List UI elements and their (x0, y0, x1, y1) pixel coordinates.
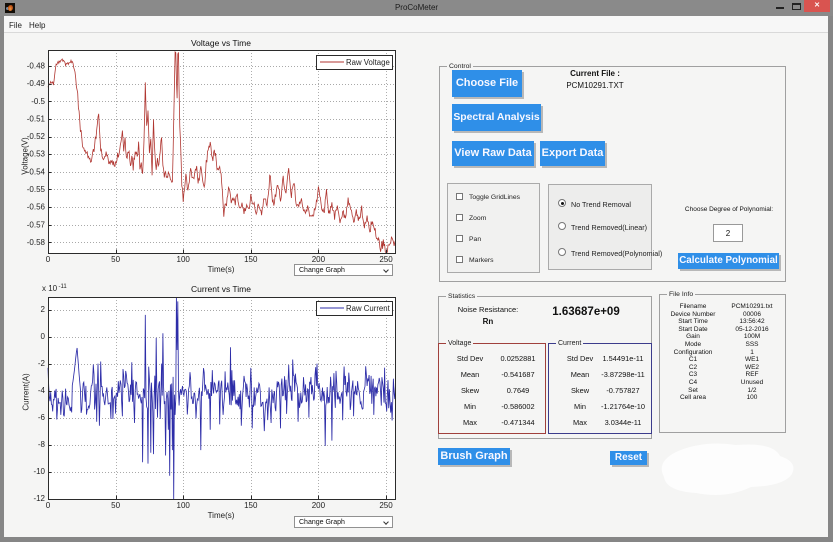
svg-text:2: 2 (41, 305, 46, 314)
svg-text:0: 0 (46, 501, 51, 510)
svg-text:-0.51: -0.51 (27, 114, 46, 123)
svg-text:200: 200 (312, 255, 326, 264)
svg-text:-0.54: -0.54 (27, 167, 46, 176)
svg-text:Current(A): Current(A) (22, 373, 31, 411)
svg-text:-0.58: -0.58 (27, 238, 46, 247)
svg-text:0: 0 (46, 255, 51, 264)
svg-text:-4: -4 (38, 386, 46, 395)
svg-text:250: 250 (379, 501, 393, 510)
svg-text:Current vs Time: Current vs Time (191, 284, 251, 294)
svg-text:-8: -8 (38, 440, 46, 449)
svg-text:-12: -12 (33, 494, 45, 503)
svg-text:-0.53: -0.53 (27, 150, 46, 159)
svg-text:150: 150 (244, 501, 258, 510)
svg-text:Raw Voltage: Raw Voltage (346, 58, 390, 67)
svg-text:-0.5: -0.5 (31, 97, 45, 106)
svg-text:Time(s): Time(s) (208, 511, 235, 520)
svg-text:-0.56: -0.56 (27, 203, 46, 212)
svg-text:-0.57: -0.57 (27, 220, 46, 229)
svg-text:-11: -11 (59, 284, 68, 290)
svg-text:-0.52: -0.52 (27, 132, 46, 141)
svg-text:-6: -6 (38, 413, 46, 422)
svg-text:100: 100 (177, 501, 191, 510)
svg-text:50: 50 (111, 255, 120, 264)
svg-text:Raw Current: Raw Current (346, 304, 391, 313)
svg-text:-10: -10 (33, 467, 45, 476)
svg-text:-0.48: -0.48 (27, 62, 46, 71)
svg-text:0: 0 (41, 332, 46, 341)
svg-text:Voltage(V): Voltage(V) (21, 137, 30, 175)
svg-text:-0.55: -0.55 (27, 185, 46, 194)
svg-text:50: 50 (111, 501, 120, 510)
svg-text:100: 100 (177, 255, 191, 264)
svg-text:200: 200 (312, 501, 326, 510)
svg-text:x 10: x 10 (42, 284, 58, 293)
svg-text:150: 150 (244, 255, 258, 264)
svg-text:Voltage vs Time: Voltage vs Time (191, 38, 251, 48)
svg-text:Time(s): Time(s) (208, 265, 235, 274)
svg-text:-0.49: -0.49 (27, 79, 46, 88)
svg-text:250: 250 (379, 255, 393, 264)
svg-text:-2: -2 (38, 359, 46, 368)
